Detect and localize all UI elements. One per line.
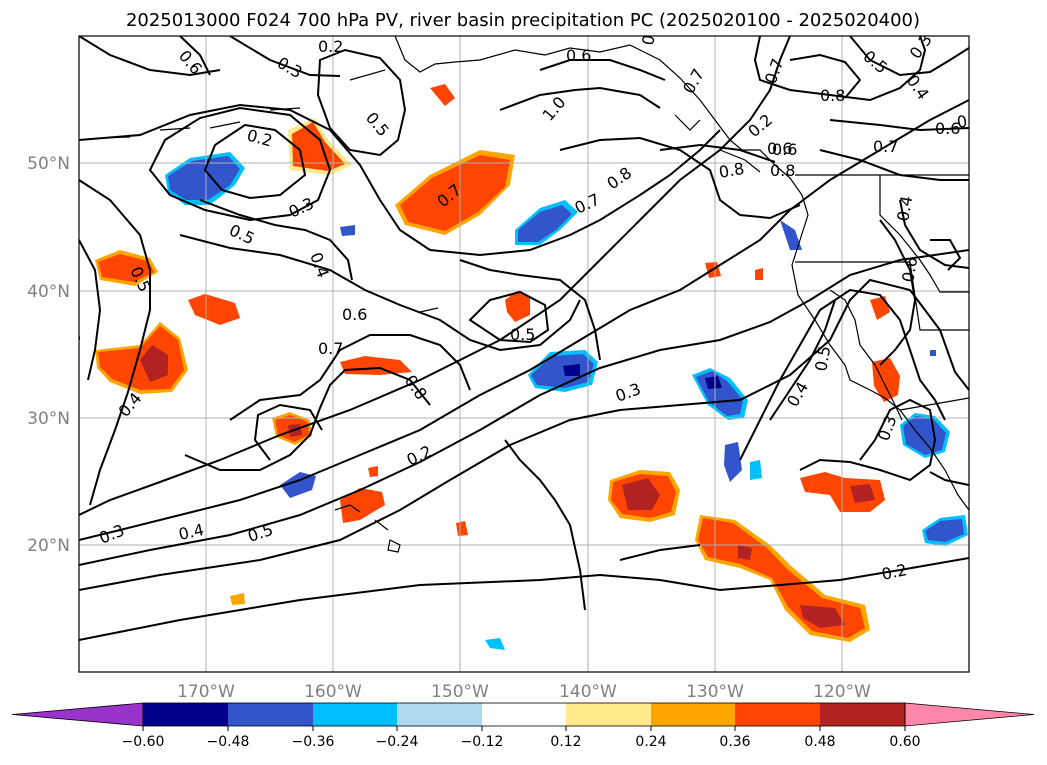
colorbar-segment — [482, 703, 566, 726]
lon-label: 140°W — [559, 682, 617, 702]
negative-precip-areas — [165, 152, 968, 650]
contour-label: 0.8 — [717, 159, 745, 182]
lon-label: 130°W — [686, 682, 744, 702]
longitude-labels: 170°W 160°W 150°W 140°W 130°W 120°W — [177, 682, 871, 702]
colorbar-segment — [313, 703, 397, 726]
precip-blob — [922, 515, 968, 546]
precip-blob — [692, 368, 748, 420]
colorbar: −0.60 −0.48 −0.36 −0.24 −0.12 0.12 0.24 0.36 0.4… — [11, 702, 1035, 750]
colorbar-segment — [651, 703, 735, 726]
precip-blob — [95, 250, 158, 286]
colorbar-tick-label: 0.12 — [550, 734, 581, 750]
colorbar-segment — [566, 703, 651, 726]
precip-blob — [95, 322, 188, 394]
precip-blob — [608, 470, 680, 522]
precip-blob — [272, 412, 312, 445]
lon-label: 170°W — [177, 682, 235, 702]
colorbar-segment — [397, 703, 482, 726]
colorbar-tick-label: 0.48 — [804, 734, 835, 750]
contour-label: 0.6 — [767, 139, 792, 158]
colorbar-frame — [142, 702, 906, 727]
precip-blob — [724, 442, 762, 482]
positive-precip-areas — [95, 84, 900, 642]
contour-label: 0.6 — [566, 46, 591, 65]
colorbar-segment — [228, 703, 313, 726]
colorbar-tick-label: 0.24 — [635, 734, 666, 750]
contour-label: 0.2 — [880, 560, 909, 584]
contour-label: 0.5 — [811, 344, 834, 372]
lat-label: 40°N — [27, 282, 70, 302]
precip-blob — [280, 220, 936, 650]
contour-label: 0.3 — [63, 331, 84, 358]
colorbar-tick-label: −0.12 — [461, 734, 504, 750]
map-panel: 0.6 0.3 0.2 0.5 0.2 0.3 0.5 0.4 0.5 0.3 … — [63, 18, 983, 672]
contour-label: 0.6 — [898, 255, 921, 283]
precip-blob — [515, 200, 578, 245]
precip-blob — [188, 294, 240, 325]
colorbar-tick-label: −0.48 — [207, 734, 250, 750]
colorbar-segments — [11, 702, 1035, 727]
contour-label: 0.8 — [770, 161, 795, 180]
lat-label: 30°N — [27, 409, 70, 429]
contour-label: 0.6 — [955, 109, 983, 132]
latitude-labels: 50°N 40°N 30°N 20°N — [27, 154, 70, 556]
contour-label: 0.7 — [318, 339, 343, 358]
contour-label: 0.4 — [177, 520, 206, 544]
contour-label: 0.4 — [893, 194, 916, 222]
colorbar-tick-label: −0.60 — [122, 734, 165, 750]
precip-blob — [528, 350, 598, 392]
colorbar-extend-high — [904, 702, 1035, 727]
contour-label: 0.5 — [510, 325, 535, 344]
precip-blob — [288, 118, 352, 175]
colorbar-tick-label: −0.24 — [376, 734, 419, 750]
precip-blob — [505, 290, 530, 322]
colorbar-tick-label: 0.60 — [889, 734, 920, 750]
contour-label: 0.6 — [342, 305, 367, 324]
precip-blob — [230, 84, 900, 605]
colorbar-tick-label: 0.36 — [719, 734, 750, 750]
contour-label: 0.2 — [318, 37, 343, 56]
precip-blob — [395, 150, 515, 235]
figure-title: 2025013000 F024 700 hPa PV, river basin … — [126, 10, 920, 31]
contour-label: 0.7 — [873, 137, 898, 156]
lon-label: 150°W — [431, 682, 489, 702]
colorbar-extend-low — [11, 702, 144, 727]
lon-label: 120°W — [813, 682, 871, 702]
colorbar-segment — [143, 703, 228, 726]
gridlines — [79, 36, 969, 672]
contour-label: 0.8 — [820, 86, 845, 105]
lat-label: 50°N — [27, 154, 70, 174]
lat-label: 20°N — [27, 536, 70, 556]
contour-label: 0.6 — [638, 18, 661, 46]
colorbar-segment — [820, 703, 905, 726]
precip-blob — [695, 515, 870, 642]
contour-label: 0.6 — [772, 140, 797, 159]
pv-contours — [79, 36, 969, 641]
precip-blob — [900, 413, 950, 458]
map-frame — [78, 35, 970, 673]
colorbar-ticks: −0.60 −0.48 −0.36 −0.24 −0.12 0.12 0.24 0.36 0.4… — [122, 726, 921, 750]
lon-label: 160°W — [304, 682, 362, 702]
colorbar-tick-label: −0.36 — [292, 734, 335, 750]
precip-blob — [340, 488, 385, 523]
contour-label: 0.6 — [935, 119, 960, 138]
colorbar-segment — [735, 703, 820, 726]
